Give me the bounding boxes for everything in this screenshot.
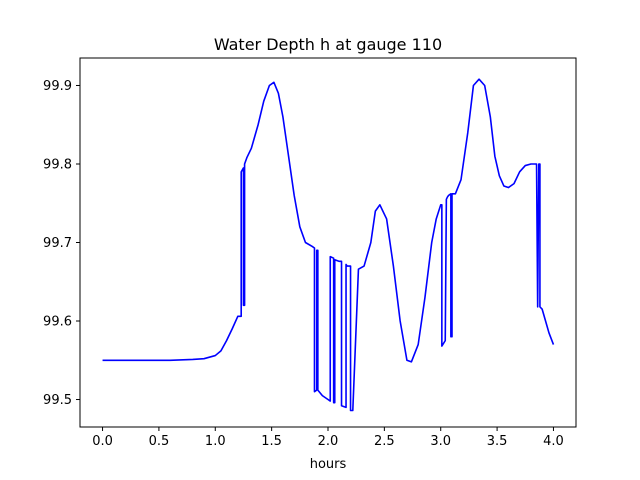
x-tick-label: 3.0 xyxy=(430,434,451,449)
chart-title: Water Depth h at gauge 110 xyxy=(214,35,442,54)
x-tick-label: 0.0 xyxy=(92,434,113,449)
x-tick-label: 0.5 xyxy=(149,434,170,449)
x-axis: 0.0 0.5 1.0 1.5 2.0 2.5 3.0 3.5 4.0 xyxy=(92,427,564,449)
y-tick-label: 99.7 xyxy=(43,236,72,251)
x-tick-label: 1.0 xyxy=(205,434,226,449)
x-tick-label: 2.0 xyxy=(318,434,339,449)
y-tick-label: 99.5 xyxy=(43,393,72,408)
x-tick-label: 3.5 xyxy=(487,434,508,449)
x-tick-label: 2.5 xyxy=(374,434,395,449)
x-tick-label: 4.0 xyxy=(543,434,564,449)
x-tick-label: 1.5 xyxy=(261,434,282,449)
y-tick-label: 99.8 xyxy=(43,157,72,172)
y-tick-label: 99.6 xyxy=(43,315,72,330)
y-axis: 99.5 99.6 99.7 99.8 99.9 xyxy=(43,79,80,408)
x-axis-label: hours xyxy=(310,457,347,472)
y-tick-label: 99.9 xyxy=(43,79,72,94)
water-depth-line xyxy=(102,78,555,412)
